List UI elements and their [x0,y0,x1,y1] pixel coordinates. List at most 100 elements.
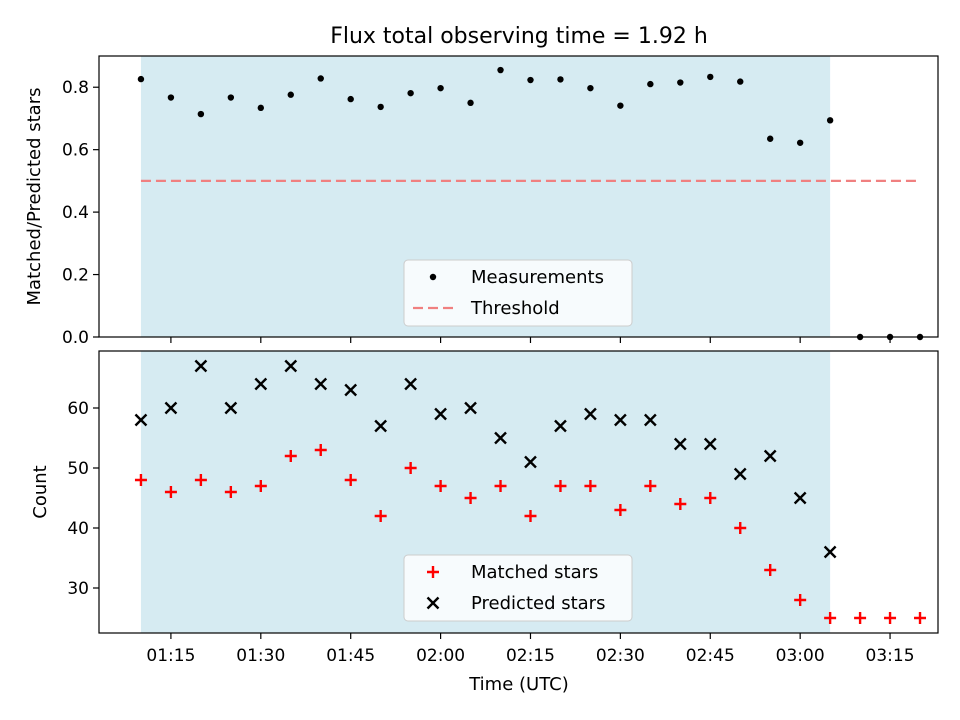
matched-stars-point [164,486,177,498]
predicted-stars-point [584,407,597,421]
matched-stars-point [284,450,297,462]
matched-stars-point [914,612,927,624]
measurement-point [767,135,774,142]
measurement-point [647,80,654,88]
measurement-point [377,103,384,111]
matched-stars-point [254,480,267,492]
legend-measurement-marker [429,273,437,281]
matched-stars-point [884,612,897,624]
matched-stars-point [584,480,597,492]
matched-stars-point [764,564,777,576]
measurement-point [137,75,145,83]
x-tick-label: 03:15 [866,646,915,666]
chart-title: Flux total observing time = 1.92 h [330,24,708,49]
legend-label: Matched stars [471,562,598,583]
matched-stars-point [134,474,147,486]
predicted-stars-point [344,383,358,397]
x-tick-label: 03:00 [776,646,825,666]
matched-stars-point [314,444,327,456]
predicted-stars-point [404,377,417,391]
measurement-point [677,79,684,86]
x-tick-label: 02:30 [596,646,645,666]
predicted-stars-point [314,377,328,391]
predicted-stars-point [763,449,777,463]
y-axis-label: Matched/Predicted stars [24,88,45,306]
y-tick-label: 60 [67,399,89,419]
measurement-point [227,94,235,101]
predicted-stars-point [703,437,717,451]
predicted-stars-point [524,455,537,469]
matched-stars-point [194,474,207,486]
x-axis-label: Time (UTC) [468,674,569,695]
matched-stars-point [434,480,447,492]
measurement-point [347,95,354,103]
legend-predicted-marker [426,596,440,610]
legend-matched-marker [427,566,439,578]
matched-stars-point [464,492,477,504]
measurement-point [796,139,804,146]
axes-frame [98,55,939,338]
matched-stars-point [404,462,417,474]
legend: Measurements Threshold [403,259,633,327]
measurement-point [287,91,294,98]
predicted-stars-point [134,413,148,427]
legend-label: Measurements [471,267,604,288]
matched-stars-point [854,612,867,624]
predicted-stars-point [614,413,627,427]
legend-box [403,554,633,622]
matched-stars-point [704,492,717,504]
y-tick-label: 0.0 [62,328,89,348]
legend-box [403,259,633,327]
legend-label: Threshold [470,298,560,319]
y-tick-label: 0.6 [62,141,89,161]
matched-stars-point [674,498,687,510]
predicted-stars-point [793,491,807,505]
y-tick-label: 30 [67,579,89,599]
legend: Matched stars Predicted stars [403,554,633,622]
predicted-stars-point [224,401,238,415]
y-tick-label: 50 [67,459,89,479]
matched-stars-point [494,480,507,492]
measurement-point [527,76,534,84]
measurement-point [707,73,714,81]
matched-stars-point [344,474,357,486]
predicted-stars-point [494,431,507,445]
predicted-stars-point [673,437,687,451]
measurement-point [197,110,205,118]
matched-stars-point [524,510,537,522]
matched-stars-point [224,486,237,498]
matched-stars-point [644,480,657,492]
predicted-stars-point [643,413,657,427]
predicted-stars-point [164,401,178,415]
matched-stars-point [734,522,747,534]
matched-stars-point [614,504,627,516]
matched-stars-point [554,480,567,492]
x-tick-label: 02:45 [686,646,735,666]
legend-label: Predicted stars [471,593,605,614]
predicted-stars-point [254,377,268,391]
measurement-point [826,117,834,124]
predicted-stars-point [733,467,747,481]
predicted-stars-point [434,407,447,421]
ratio-panel: 0.0 0.2 0.4 0.6 0.8 Matched/Predicted stars Me… [24,55,939,348]
y-tick-label: 0.4 [62,203,89,223]
measurement-point [557,76,564,83]
matched-stars-point [824,612,837,624]
y-tick-label: 40 [67,519,89,539]
predicted-stars-point [823,545,837,559]
measurement-point [257,104,265,112]
x-tick-label: 01:30 [236,646,285,666]
measurement-point [467,99,474,107]
x-tick-label: 01:15 [146,646,195,666]
predicted-stars-point [374,419,388,433]
matched-stars-point [794,594,807,606]
measurement-point [167,94,175,101]
predicted-stars-point [194,359,208,373]
y-tick-label: 0.8 [62,78,89,98]
measurement-point [407,89,414,97]
x-tick-label: 02:15 [506,646,555,666]
predicted-stars-point [464,401,477,415]
measurement-point [617,102,624,109]
x-tick-label: 01:45 [326,646,375,666]
